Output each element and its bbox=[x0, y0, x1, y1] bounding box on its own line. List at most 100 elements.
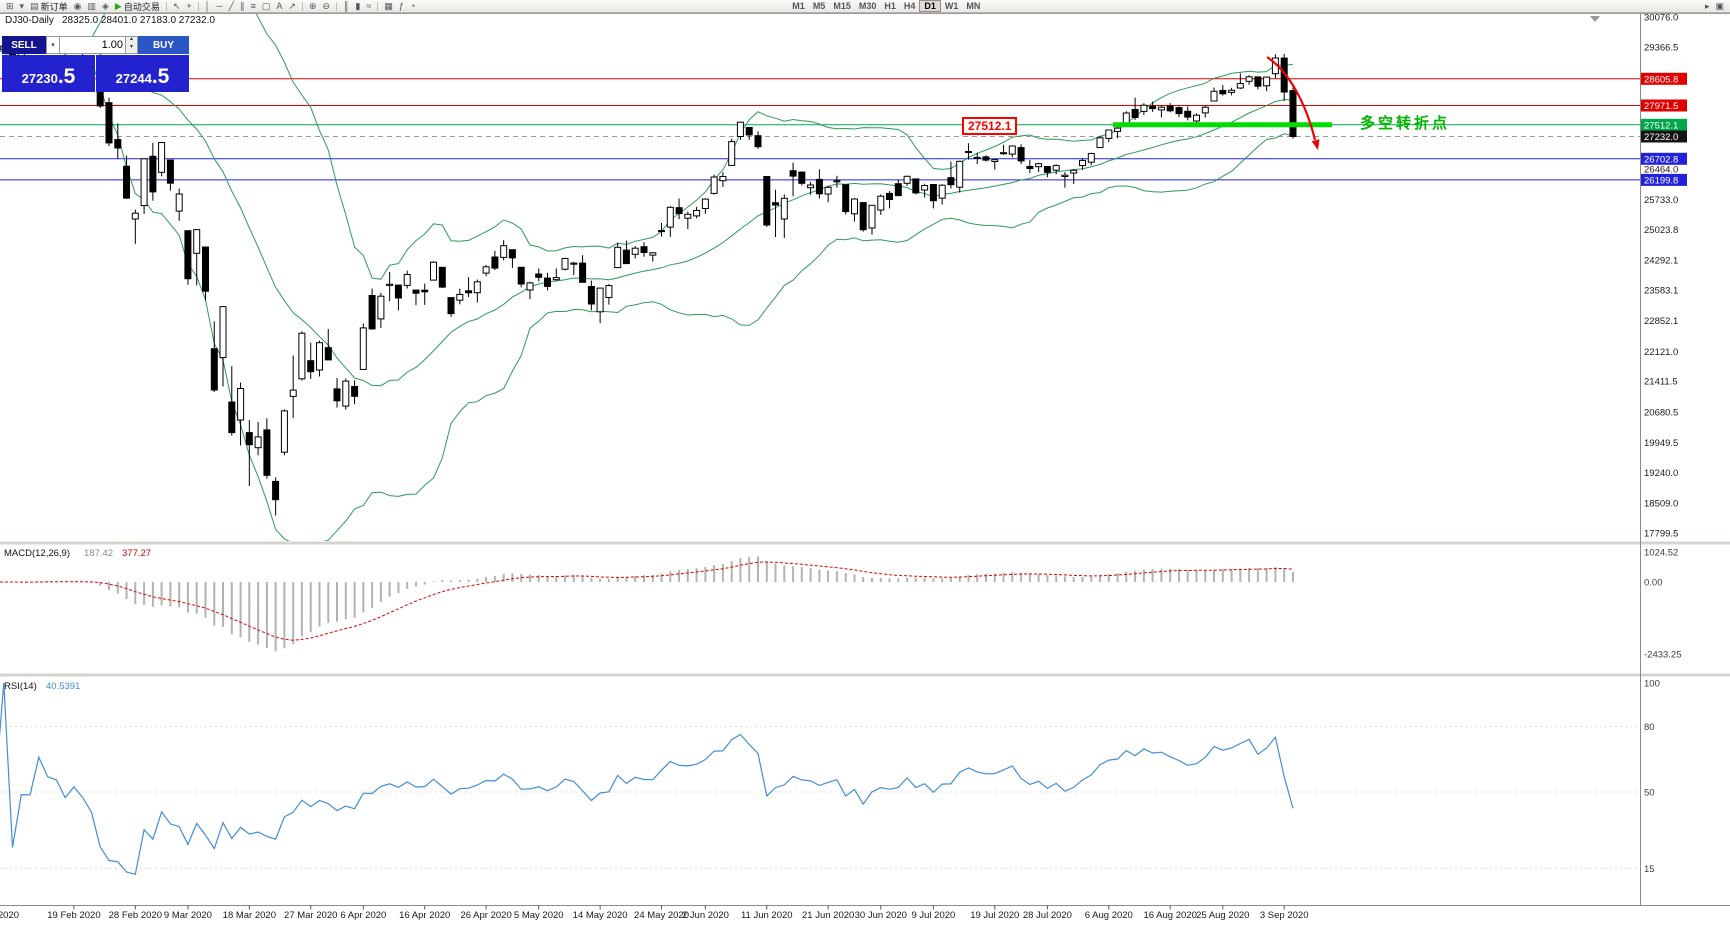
sell-button[interactable]: SELL bbox=[2, 36, 46, 54]
candles bbox=[0, 38, 1297, 516]
crosshair-icon[interactable]: + bbox=[183, 0, 194, 12]
date-axis-label: 21 Jun 2020 bbox=[802, 910, 854, 921]
alerts-icon[interactable]: ▥ bbox=[84, 0, 99, 12]
timeframe-group: M1 M5 M15 M30 H1 H4 D1 W1 MN bbox=[788, 0, 984, 12]
date-axis-label: 16 Apr 2020 bbox=[399, 910, 450, 921]
new-order-button-label: 新订单 bbox=[40, 1, 68, 12]
rsi-line bbox=[0, 682, 1294, 876]
timeframe-m1-button[interactable]: M1 bbox=[792, 1, 805, 11]
price-level-annotation[interactable]: 27512.1 bbox=[962, 117, 1018, 135]
rsi-axis-label: 50 bbox=[1644, 788, 1655, 799]
sell-arrow-head bbox=[1311, 139, 1320, 150]
arrow-tool-icon: ↗ bbox=[288, 1, 296, 11]
cursor-icon[interactable]: ↖ bbox=[170, 0, 184, 12]
date-axis-label: 18 Mar 2020 bbox=[223, 910, 276, 921]
vertical-line-icon: │ bbox=[204, 1, 211, 11]
chart-shift-marker[interactable] bbox=[1590, 16, 1600, 22]
date-axis-label: 19 Jul 2020 bbox=[970, 910, 1019, 921]
shapes-icon[interactable]: ▢ bbox=[259, 0, 274, 12]
volume-down-icon[interactable]: ▾ bbox=[129, 44, 133, 50]
text-label-icon[interactable]: A bbox=[273, 0, 285, 12]
price-axis-label: 29366.5 bbox=[1644, 42, 1678, 53]
price-axis[interactable]: 30076.0 29366.5 28605.8 27971.5 27512.127232… bbox=[1641, 13, 1687, 875]
timeframe-m30-button[interactable]: M30 bbox=[858, 1, 877, 11]
buy-button[interactable]: BUY bbox=[138, 36, 189, 54]
arrow-tool-icon[interactable]: ↗ bbox=[285, 0, 299, 12]
autotrade-icon: ▶ bbox=[114, 1, 122, 11]
vertical-line-icon[interactable]: │ bbox=[202, 0, 214, 12]
panel-divider[interactable] bbox=[0, 673, 1730, 677]
date-axis-label: 9 Jul 2020 bbox=[911, 910, 955, 921]
volume-input[interactable] bbox=[60, 36, 126, 54]
timeframe-d1-button[interactable]: D1 bbox=[919, 0, 941, 12]
price-axis-label: 22121.0 bbox=[1644, 347, 1678, 358]
timeframe-h1-button[interactable]: H1 bbox=[884, 1, 896, 11]
zoom-out-icon[interactable]: ⊖ bbox=[319, 0, 333, 12]
toolbar-separator bbox=[165, 1, 167, 11]
indicators-icon[interactable]: ƒ bbox=[396, 0, 407, 12]
zoom-in-icon[interactable]: ⊕ bbox=[306, 0, 320, 12]
zoom-out-icon: ⊖ bbox=[322, 1, 331, 11]
bar-chart-icon[interactable]: ║ bbox=[340, 0, 352, 12]
mql-community-icon[interactable]: ◉ bbox=[71, 0, 85, 12]
market-icon[interactable]: ◈ bbox=[99, 0, 112, 12]
volume-stepper[interactable]: ▴ ▾ bbox=[126, 36, 138, 54]
timeframe-m15-button[interactable]: M15 bbox=[833, 1, 851, 11]
panel-divider[interactable] bbox=[0, 541, 1730, 545]
price-axis-label: 27232.0 bbox=[1644, 132, 1678, 143]
toolbar: ⊞ ▾ ▤ 新订单 ◉ ▥ ◈ ▶ 自动交易 ↖ + │ ─ ╱ ∥ ≡ ▢ A ↗ ⊕ ⊖ ║ ▮ ≈ ▦ ƒ ◔ M1 M5 M15 M… bbox=[0, 0, 1730, 13]
rsi-axis-label: 80 bbox=[1644, 722, 1655, 733]
date-axis-label: 25 Aug 2020 bbox=[1196, 910, 1249, 921]
volume-up-icon[interactable]: ▴ bbox=[129, 36, 133, 42]
price-badge bbox=[1641, 130, 1687, 143]
timeframe-w1-button[interactable]: W1 bbox=[944, 1, 959, 11]
dock-icon[interactable]: ▣ bbox=[1712, 0, 1727, 12]
date-axis-label: 16 Aug 2020 bbox=[1144, 910, 1197, 921]
crosshair-icon: + bbox=[186, 1, 192, 11]
timeframe-h4-button[interactable]: H4 bbox=[903, 1, 916, 11]
autotrade-button[interactable]: ▶ 自动交易 bbox=[112, 0, 163, 12]
timeframes-icon[interactable]: ◔ bbox=[407, 0, 418, 12]
timeframe-mn-button[interactable]: MN bbox=[966, 1, 981, 11]
line-chart-icon[interactable]: ≈ bbox=[363, 0, 374, 12]
indicators-icon: ƒ bbox=[398, 1, 404, 11]
volume-dropdown-icon[interactable]: ▾ bbox=[46, 36, 60, 54]
rsi-panel[interactable] bbox=[0, 682, 1640, 876]
price-axis-label: 26464.0 bbox=[1644, 164, 1678, 175]
candlestick-chart-icon[interactable]: ▮ bbox=[352, 0, 363, 12]
date-axis-label: 11 Jun 2020 bbox=[741, 910, 793, 921]
chart-shift-icon[interactable]: ▸ bbox=[1702, 0, 1713, 12]
main-chart-area[interactable] bbox=[0, 0, 1640, 548]
turning-point-annotation[interactable]: 多空转折点 bbox=[1360, 115, 1451, 132]
bollinger-band bbox=[0, 50, 1294, 541]
date-axis-label: 9 Mar 2020 bbox=[164, 910, 212, 921]
price-badge bbox=[1641, 173, 1687, 186]
sell-price-main: 27230 bbox=[21, 71, 58, 86]
sell-price-fraction: .5 bbox=[57, 65, 76, 88]
buy-price-box[interactable]: 27244.5 bbox=[96, 55, 189, 92]
fibonacci-icon[interactable]: ≡ bbox=[248, 0, 259, 12]
tile-windows-icon[interactable]: ▦ bbox=[381, 0, 396, 12]
macd-axis-label: 1024.52 bbox=[1644, 547, 1678, 558]
date-axis-label: 28 Jul 2020 bbox=[1023, 910, 1072, 921]
trendline-icon[interactable]: ╱ bbox=[226, 0, 237, 12]
horizontal-line-icon[interactable]: ─ bbox=[213, 0, 225, 12]
sell-price-box[interactable]: 27230.5 bbox=[2, 55, 95, 92]
price-badge bbox=[1641, 118, 1687, 131]
sell-arrow[interactable] bbox=[1266, 56, 1317, 141]
toolbar-separator bbox=[197, 1, 199, 11]
date-axis-label: 24 May 2020 bbox=[634, 910, 689, 921]
macd-panel[interactable] bbox=[0, 556, 1294, 652]
new-order-button[interactable]: ▤ 新订单 bbox=[27, 0, 71, 12]
price-badge bbox=[1641, 152, 1687, 165]
bar-chart-icon: ║ bbox=[343, 1, 350, 11]
timeframe-m5-button[interactable]: M5 bbox=[812, 1, 826, 11]
chart-list-dropdown-icon[interactable]: ▾ bbox=[17, 0, 28, 12]
price-axis-label: 19949.5 bbox=[1644, 438, 1678, 449]
channel-icon[interactable]: ∥ bbox=[237, 0, 248, 12]
new-chart-button[interactable]: ⊞ bbox=[3, 0, 17, 12]
toolbar-separator bbox=[377, 1, 379, 11]
bollinger-band bbox=[0, 14, 1294, 280]
